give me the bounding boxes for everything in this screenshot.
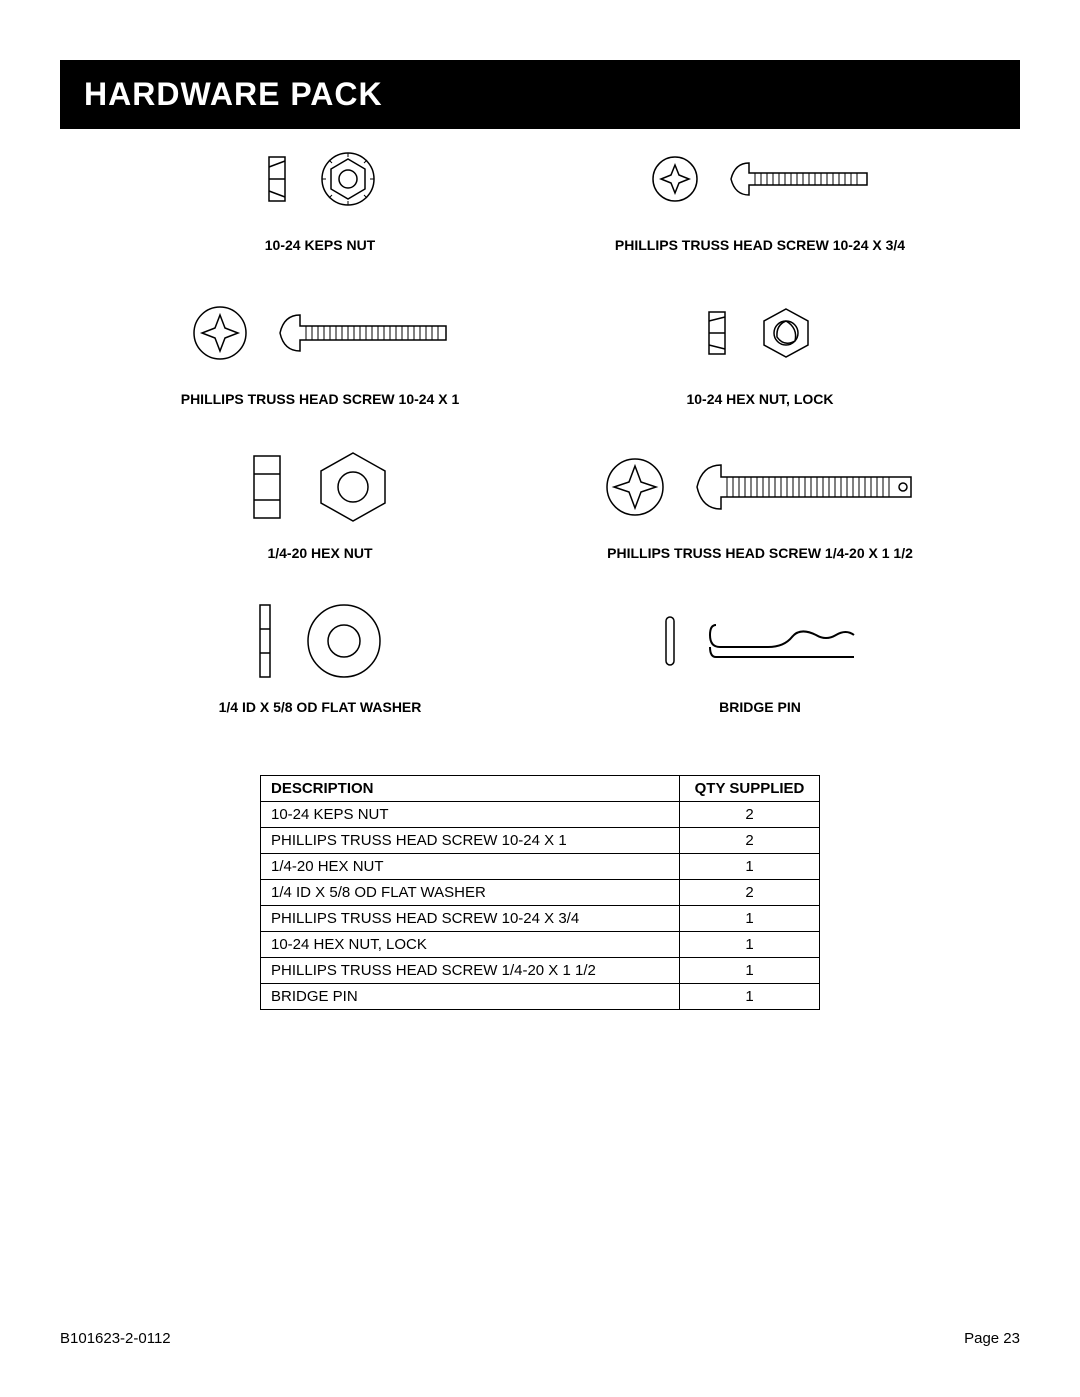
page-title: HARDWARE PACK <box>60 60 1020 129</box>
part-bridge-pin: BRIDGE PIN <box>560 601 960 715</box>
cell-qty: 1 <box>680 906 820 932</box>
cell-qty: 1 <box>680 854 820 880</box>
table-row: PHILLIPS TRUSS HEAD SCREW 10-24 X 3/41 <box>261 906 820 932</box>
cell-qty: 1 <box>680 958 820 984</box>
hex-nut-side-icon <box>706 309 728 357</box>
cell-description: PHILLIPS TRUSS HEAD SCREW 10-24 X 1 <box>261 828 680 854</box>
page-number: Page 23 <box>964 1330 1020 1347</box>
bridge-pin-end-icon <box>662 613 678 669</box>
cell-description: 10-24 KEPS NUT <box>261 802 680 828</box>
table-header-row: DESCRIPTION QTY SUPPLIED <box>261 776 820 802</box>
bridge-pin-side-icon <box>708 613 858 669</box>
hex-nut-lock-top-icon <box>758 305 814 361</box>
washer-side-icon <box>256 601 274 681</box>
cell-description: 10-24 HEX NUT, LOCK <box>261 932 680 958</box>
parts-grid: 10-24 KEPS NUT <box>60 129 1020 755</box>
part-label: 1/4 ID X 5/8 OD FLAT WASHER <box>219 699 422 715</box>
hex-nut-side-icon <box>249 452 285 522</box>
cell-qty: 1 <box>680 932 820 958</box>
cell-qty: 2 <box>680 802 820 828</box>
part-screw-10-24-x34: PHILLIPS TRUSS HEAD SCREW 10-24 X 3/4 <box>560 139 960 253</box>
col-description: DESCRIPTION <box>261 776 680 802</box>
part-screw-14-20-x112: PHILLIPS TRUSS HEAD SCREW 1/4-20 X 1 1/2 <box>560 447 960 561</box>
screw-side-icon <box>695 461 915 513</box>
doc-id: B101623-2-0112 <box>60 1330 171 1347</box>
hardware-table: DESCRIPTION QTY SUPPLIED 10-24 KEPS NUT2… <box>260 775 820 1010</box>
cell-qty: 2 <box>680 880 820 906</box>
phillips-head-icon <box>605 457 665 517</box>
table-row: 10-24 HEX NUT, LOCK1 <box>261 932 820 958</box>
washer-top-icon <box>304 601 384 681</box>
cell-description: BRIDGE PIN <box>261 984 680 1010</box>
part-flat-washer: 1/4 ID X 5/8 OD FLAT WASHER <box>120 601 520 715</box>
screw-side-icon <box>278 311 448 355</box>
col-qty: QTY SUPPLIED <box>680 776 820 802</box>
cell-description: PHILLIPS TRUSS HEAD SCREW 10-24 X 3/4 <box>261 906 680 932</box>
part-label: 1/4-20 HEX NUT <box>267 545 372 561</box>
table-row: 10-24 KEPS NUT2 <box>261 802 820 828</box>
part-hex-nut-14-20: 1/4-20 HEX NUT <box>120 447 520 561</box>
screw-side-icon <box>729 159 869 199</box>
part-label: PHILLIPS TRUSS HEAD SCREW 1/4-20 X 1 1/2 <box>607 545 913 561</box>
cell-description: PHILLIPS TRUSS HEAD SCREW 1/4-20 X 1 1/2 <box>261 958 680 984</box>
page-footer: B101623-2-0112 Page 23 <box>60 1330 1020 1347</box>
part-screw-10-24-x1: PHILLIPS TRUSS HEAD SCREW 10-24 X 1 <box>120 293 520 407</box>
table-row: PHILLIPS TRUSS HEAD SCREW 1/4-20 X 1 1/2… <box>261 958 820 984</box>
cell-qty: 1 <box>680 984 820 1010</box>
cell-description: 1/4-20 HEX NUT <box>261 854 680 880</box>
part-label: PHILLIPS TRUSS HEAD SCREW 10-24 X 1 <box>181 391 460 407</box>
table-row: BRIDGE PIN1 <box>261 984 820 1010</box>
table-row: 1/4 ID X 5/8 OD FLAT WASHER2 <box>261 880 820 906</box>
part-label: 10-24 HEX NUT, LOCK <box>686 391 833 407</box>
table-row: 1/4-20 HEX NUT1 <box>261 854 820 880</box>
part-label: PHILLIPS TRUSS HEAD SCREW 10-24 X 3/4 <box>615 237 905 253</box>
cell-qty: 2 <box>680 828 820 854</box>
hex-nut-top-icon <box>315 449 391 525</box>
phillips-head-icon <box>651 155 699 203</box>
part-hex-nut-lock: 10-24 HEX NUT, LOCK <box>560 293 960 407</box>
keps-nut-side-icon <box>264 155 290 203</box>
part-label: BRIDGE PIN <box>719 699 801 715</box>
part-label: 10-24 KEPS NUT <box>265 237 375 253</box>
table-row: PHILLIPS TRUSS HEAD SCREW 10-24 X 12 <box>261 828 820 854</box>
keps-nut-top-icon <box>320 151 376 207</box>
part-keps-nut: 10-24 KEPS NUT <box>120 139 520 253</box>
cell-description: 1/4 ID X 5/8 OD FLAT WASHER <box>261 880 680 906</box>
phillips-head-icon <box>192 305 248 361</box>
